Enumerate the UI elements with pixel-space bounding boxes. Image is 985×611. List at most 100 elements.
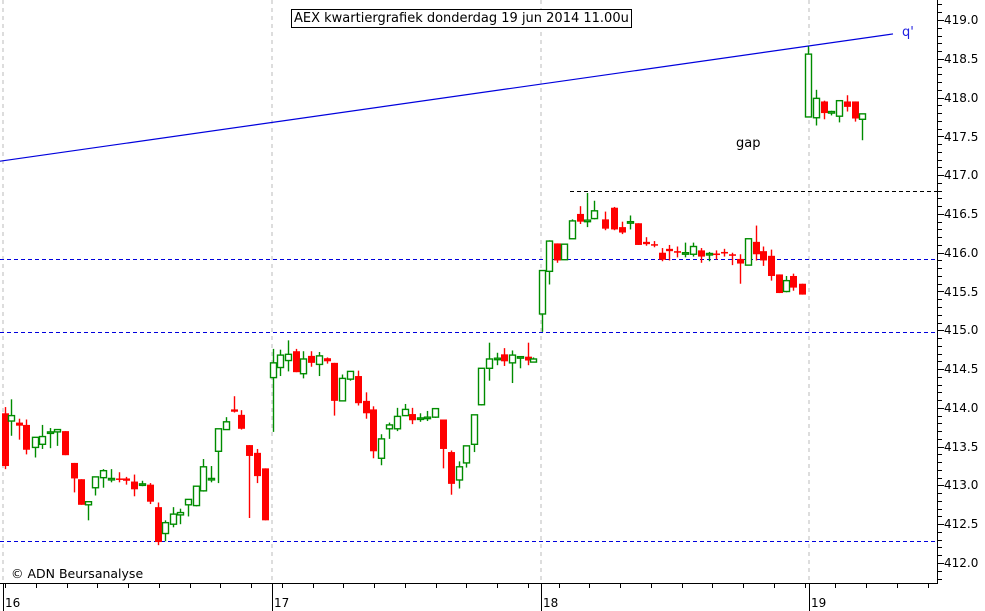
candle-body-down [16, 422, 23, 426]
candle-body-down [293, 351, 300, 373]
candle-body-up [176, 511, 185, 516]
x-day-label: 17 [274, 596, 290, 610]
candle-body-down [643, 241, 650, 245]
y-tick-label: 416.5 [944, 207, 979, 221]
candle-body-up [284, 353, 293, 362]
candle-body-up [529, 358, 538, 363]
candle-body-up [431, 407, 440, 418]
candle-body-up [568, 220, 577, 240]
candle-body-down [821, 101, 828, 114]
x-day-label: 18 [543, 596, 559, 610]
candle-body-up [689, 245, 698, 255]
x-day-label: 19 [811, 596, 827, 610]
candle-body-down [577, 213, 584, 222]
candle-body-down [602, 219, 609, 229]
candle-body-up [346, 370, 355, 380]
candle-body-up [207, 477, 216, 481]
candle-body-up [560, 243, 569, 261]
candle-body-down [123, 478, 130, 481]
candle-body-down [23, 424, 30, 450]
y-tick-label: 415.5 [944, 285, 979, 299]
candle-body-down [231, 409, 238, 412]
candle-body-up [545, 240, 554, 273]
candle-body-up [583, 219, 592, 223]
candle-body-up [681, 252, 690, 255]
candle-body-up [53, 428, 62, 433]
candle-body-up [827, 110, 836, 114]
candle-body-down [370, 409, 377, 452]
candle-body-down [2, 413, 9, 467]
candle-body-up [423, 416, 432, 420]
y-tick-label: 416.0 [944, 246, 979, 260]
y-tick-label: 412.5 [944, 517, 979, 531]
candle-body-down [619, 227, 626, 233]
gap-annotation: gap [736, 136, 761, 151]
candle-body-down [651, 244, 658, 246]
candle-body-up [485, 358, 494, 369]
candle-body-up [38, 435, 47, 446]
candle-body-up [385, 424, 394, 430]
y-tick-label: 417.5 [944, 130, 979, 144]
x-day-label: 16 [5, 596, 21, 610]
y-tick-label: 414.0 [944, 401, 979, 415]
candle-body-down [666, 248, 673, 252]
candle-body-up [462, 445, 471, 464]
candle-body-up [338, 377, 347, 402]
candle-body-up [858, 113, 867, 120]
candle-body-up [377, 438, 386, 459]
y-tick-label: 419.0 [944, 13, 979, 27]
candle-body-up [184, 498, 193, 506]
candle-body-up [169, 513, 178, 525]
candle-body-down [611, 207, 618, 230]
candle-body-up [538, 269, 547, 315]
candle-body-down [844, 101, 851, 107]
candle-body-down [409, 414, 416, 421]
candle-body-up [626, 220, 635, 224]
y-tick-label: 412.0 [944, 556, 979, 570]
candle-body-down [324, 358, 331, 362]
candle-body-down [71, 462, 78, 479]
candle-body-down [729, 254, 736, 256]
candle-body-down [659, 252, 666, 260]
candle-body-down [147, 484, 154, 502]
chart-title: AEX kwartiergrafiek donderdag 19 jun 201… [291, 9, 632, 28]
candle-body-down [776, 274, 783, 294]
candle-body-down [799, 283, 806, 295]
trendline [0, 33, 894, 162]
candle-body-up [477, 367, 486, 406]
candle-body-up [470, 414, 479, 446]
candle-body-down [254, 452, 261, 477]
candle-body-up [199, 466, 208, 492]
candle-body-up [107, 477, 116, 481]
candle-body-up [91, 476, 100, 489]
candle-body-up [99, 469, 108, 479]
candle-body-down [448, 452, 455, 484]
support-resistance-lines [0, 191, 937, 542]
candle-body-up [401, 408, 410, 417]
candle-body-down [525, 356, 532, 361]
candle-body-up [416, 417, 425, 421]
candle-body-down [713, 253, 720, 256]
y-tick-label: 417.0 [944, 168, 979, 182]
candle-body-up [299, 358, 308, 375]
trendline-q [0, 33, 894, 162]
copyright-label: © ADN Beursanalyse [11, 566, 144, 581]
candle-body-down [246, 445, 253, 456]
day-gridlines [2, 0, 810, 583]
candle-body-up [782, 279, 791, 293]
candle-body-up [516, 355, 525, 359]
candle-body-up [276, 354, 285, 369]
axes [0, 0, 944, 611]
candle-body-down [131, 481, 138, 490]
candle-body-down [62, 431, 69, 456]
candle-body-down [737, 258, 744, 264]
candle-body-up [315, 355, 324, 366]
candle-body-up [455, 466, 464, 481]
candle-body-up [192, 485, 201, 507]
candle-body-down [554, 243, 561, 261]
y-tick-label: 413.0 [944, 478, 979, 492]
candle-body-up [804, 53, 813, 118]
candle-body-down [331, 362, 338, 401]
candle-body-up [393, 415, 402, 430]
